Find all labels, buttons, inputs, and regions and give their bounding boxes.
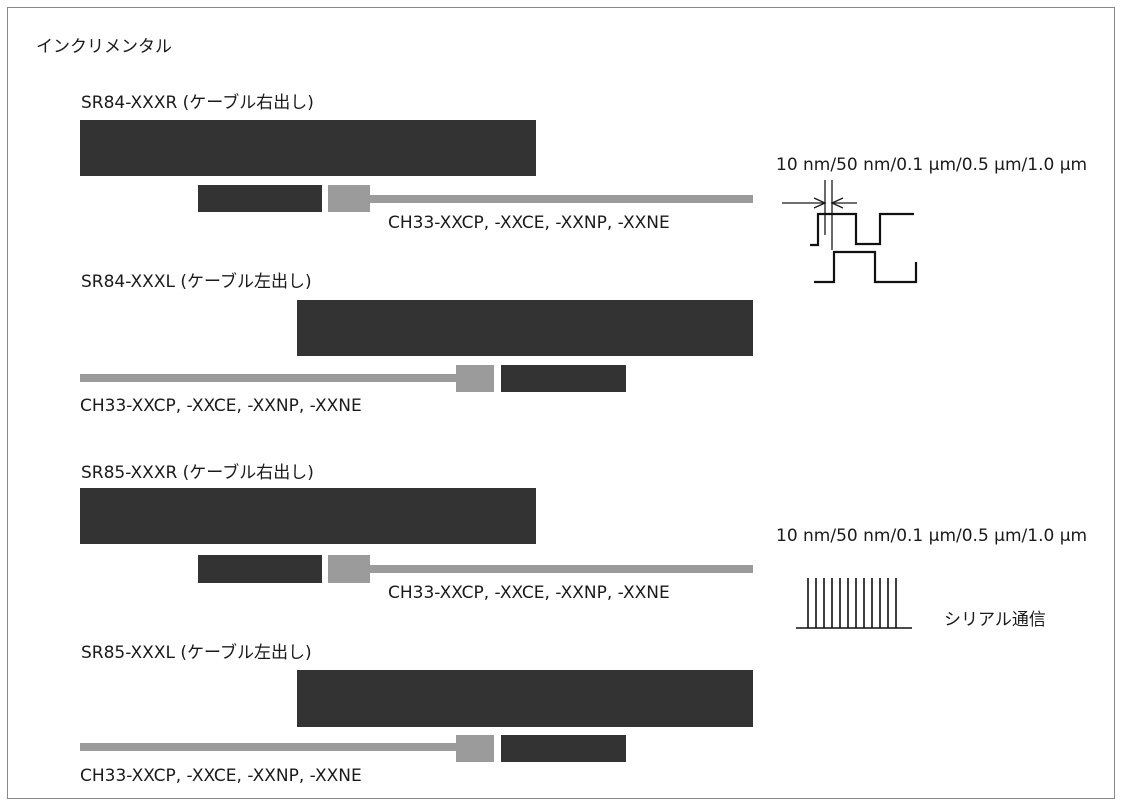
scale-body (297, 670, 753, 727)
unit-title-sr84-r: SR84-XXXR (ケーブル右出し) (81, 93, 314, 113)
read-head (198, 555, 322, 583)
read-head (501, 735, 626, 762)
unit-title-sr85-r: SR85-XXXR (ケーブル右出し) (81, 463, 314, 483)
a-phase-waveform (810, 212, 914, 247)
serial-pulse-train (796, 578, 912, 629)
cable-label: CH33-XXCP, -XXCE, -XXNP, -XXNE (388, 583, 670, 603)
cable (80, 374, 456, 382)
scale-body (80, 120, 536, 176)
b-phase-waveform (814, 250, 918, 284)
serial-resolution-label: 10 nm/50 nm/0.1 μm/0.5 μm/1.0 μm (776, 526, 1088, 546)
section-title: インクリメンタル (36, 37, 172, 57)
cable-connector (456, 365, 494, 392)
read-head (198, 185, 322, 212)
cable-connector (456, 735, 494, 762)
cable (370, 565, 753, 573)
cable-label: CH33-XXCP, -XXCE, -XXNP, -XXNE (80, 766, 362, 786)
unit-title-sr84-l: SR84-XXXL (ケーブル左出し) (81, 272, 312, 292)
cable (370, 195, 753, 203)
unit-title-sr85-l: SR85-XXXL (ケーブル左出し) (81, 643, 312, 663)
cable-label: CH33-XXCP, -XXCE, -XXNP, -XXNE (80, 396, 362, 416)
read-head (501, 365, 626, 392)
cable-label: CH33-XXCP, -XXCE, -XXNP, -XXNE (388, 213, 670, 233)
serial-comm-label: シリアル通信 (944, 610, 1046, 630)
ab-phase-resolution-label: 10 nm/50 nm/0.1 μm/0.5 μm/1.0 μm (776, 155, 1088, 175)
scale-body (80, 488, 536, 544)
cable-connector (328, 555, 370, 583)
cable-connector (328, 185, 370, 212)
resolution-dimension-arrows (782, 180, 857, 250)
scale-body (297, 300, 753, 356)
cable (80, 743, 456, 751)
